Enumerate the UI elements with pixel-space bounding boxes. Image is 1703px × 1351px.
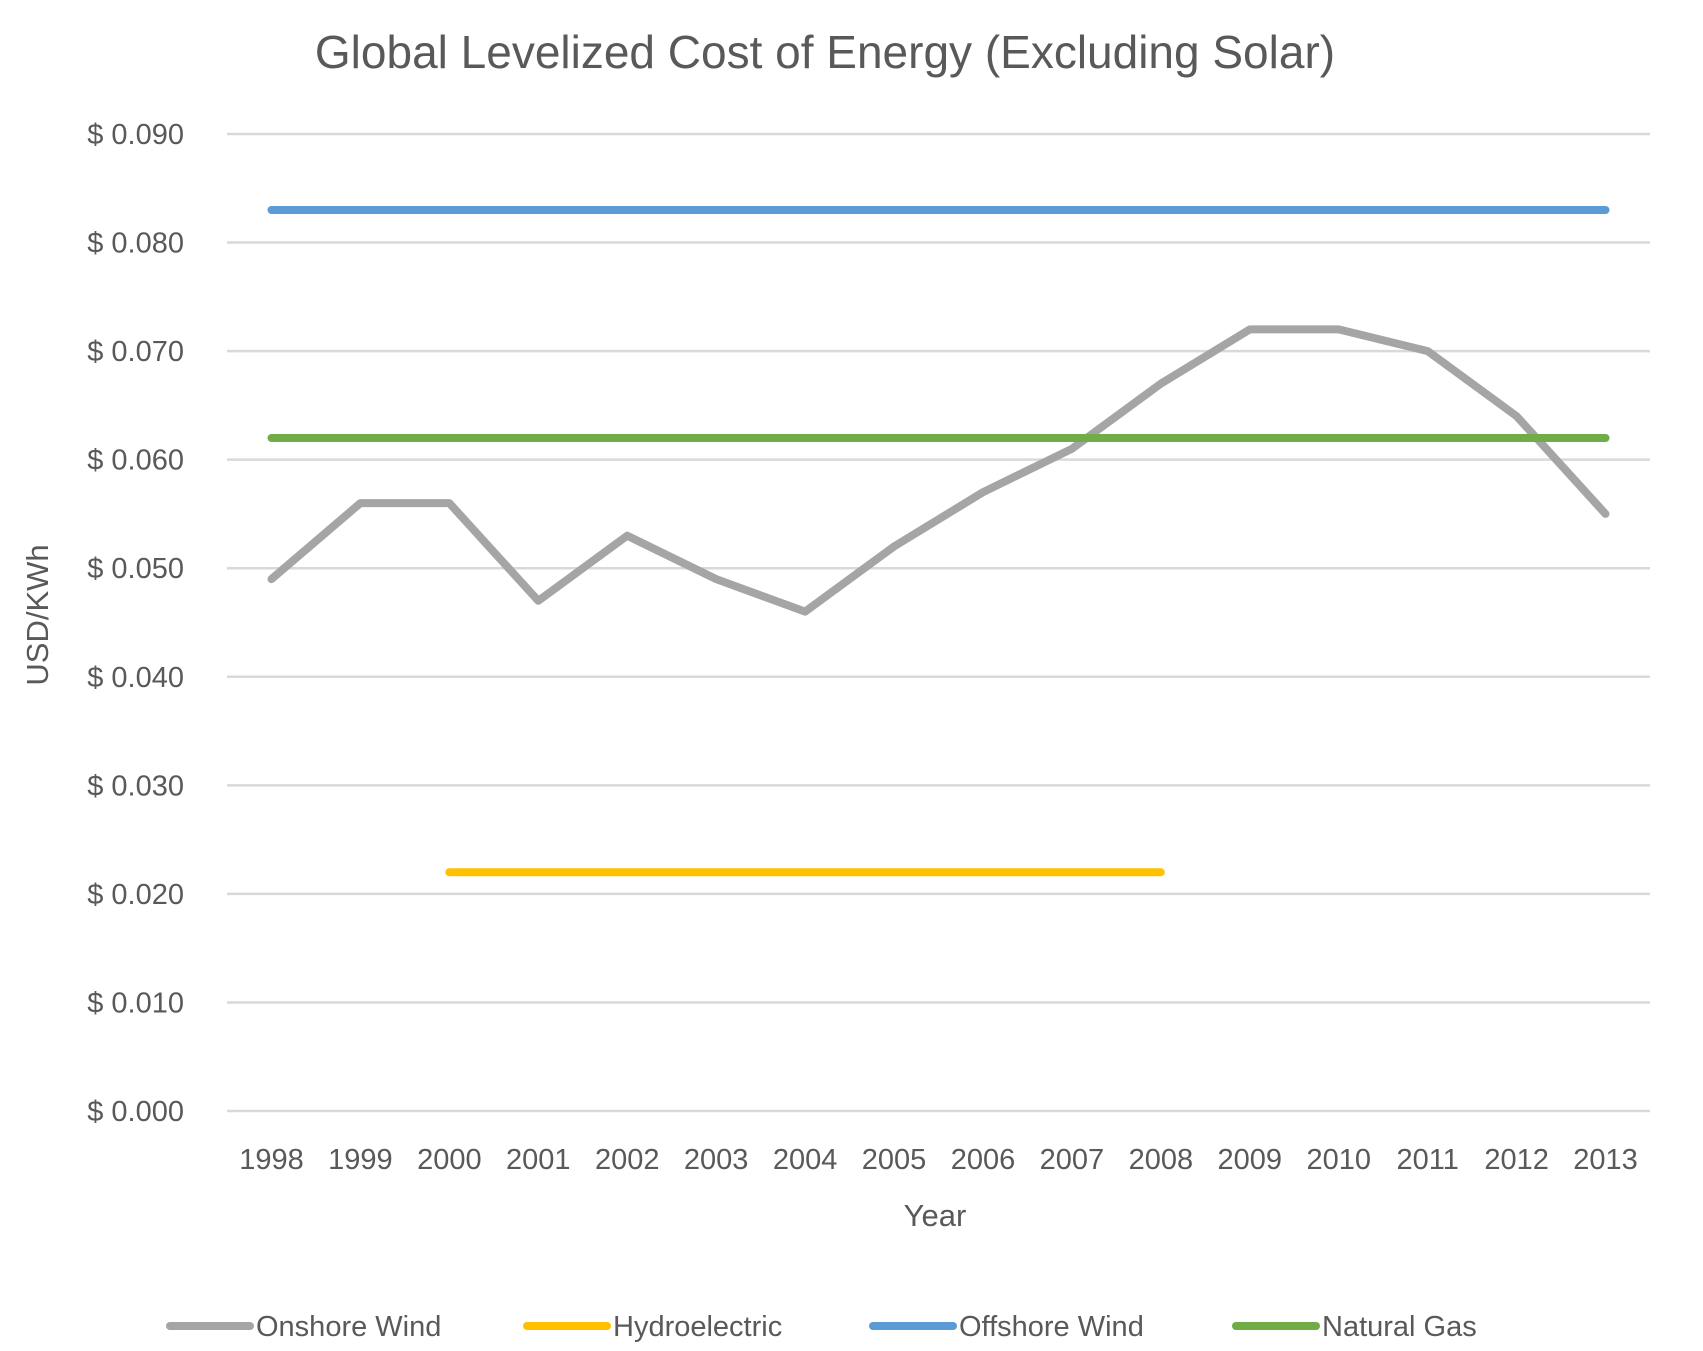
chart-title: Global Levelized Cost of Energy (Excludi… <box>315 26 1335 78</box>
x-tick-label: 2000 <box>417 1144 482 1176</box>
y-tick-label: $ 0.040 <box>87 662 184 694</box>
y-axis-title: USD/KWh <box>20 544 55 685</box>
x-tick-label: 2007 <box>1040 1144 1105 1176</box>
x-tick-label: 2001 <box>506 1144 571 1176</box>
series-lines <box>267 206 1610 877</box>
x-tick-label: 2002 <box>595 1144 660 1176</box>
x-tick-label: 2013 <box>1573 1144 1638 1176</box>
legend-label-offshore-wind: Offshore Wind <box>959 1311 1144 1343</box>
y-tick-label: $ 0.070 <box>87 336 184 368</box>
y-tick-label: $ 0.060 <box>87 445 184 477</box>
x-tick-label: 2003 <box>684 1144 749 1176</box>
y-tick-label: $ 0.010 <box>87 987 184 1019</box>
x-tick-label: 2006 <box>951 1144 1016 1176</box>
x-tick-label: 2009 <box>1218 1144 1283 1176</box>
legend: Onshore Wind Hydroelectric Offshore Wind Na… <box>166 1311 1477 1343</box>
gridlines <box>227 132 1650 1113</box>
legend-label-onshore-wind: Onshore Wind <box>256 1311 441 1343</box>
x-tick-label: 2011 <box>1396 1144 1458 1176</box>
legend-label-hydroelectric: Hydroelectric <box>613 1311 782 1343</box>
y-tick-label: $ 0.020 <box>87 879 184 911</box>
x-tick-label: 2008 <box>1129 1144 1194 1176</box>
x-tick-label: 1999 <box>328 1144 393 1176</box>
x-tick-label: 2012 <box>1484 1144 1549 1176</box>
x-axis-title: Year <box>904 1198 967 1233</box>
x-tick-label: 1998 <box>239 1144 304 1176</box>
y-tick-label: $ 0.030 <box>87 770 184 802</box>
y-tick-label: $ 0.050 <box>87 553 184 585</box>
legend-label-natural-gas: Natural Gas <box>1322 1311 1477 1343</box>
x-axis-ticks: 1998 1999 2000 2001 2002 2003 2004 2005 2006 2007… <box>239 1144 1638 1176</box>
y-tick-label: $ 0.080 <box>87 228 184 260</box>
y-axis-ticks: $ 0.000 $ 0.010 $ 0.020 $ 0.030 $ 0.040 $ 0.0… <box>87 119 184 1128</box>
x-tick-label: 2005 <box>862 1144 927 1176</box>
y-tick-label: $ 0.090 <box>87 119 184 151</box>
x-tick-label: 2004 <box>773 1144 838 1176</box>
series-line-onshore-wind <box>267 325 1610 616</box>
y-tick-label: $ 0.000 <box>87 1096 184 1128</box>
x-tick-label: 2010 <box>1306 1144 1371 1176</box>
